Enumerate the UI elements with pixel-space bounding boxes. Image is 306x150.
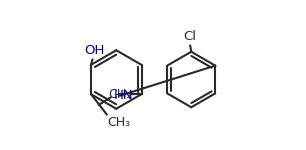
Text: CH₃: CH₃ [107, 116, 130, 129]
Text: Cl: Cl [183, 30, 196, 44]
Text: OH: OH [84, 44, 105, 57]
Text: CH₃: CH₃ [108, 88, 131, 101]
Text: HN: HN [114, 89, 133, 102]
